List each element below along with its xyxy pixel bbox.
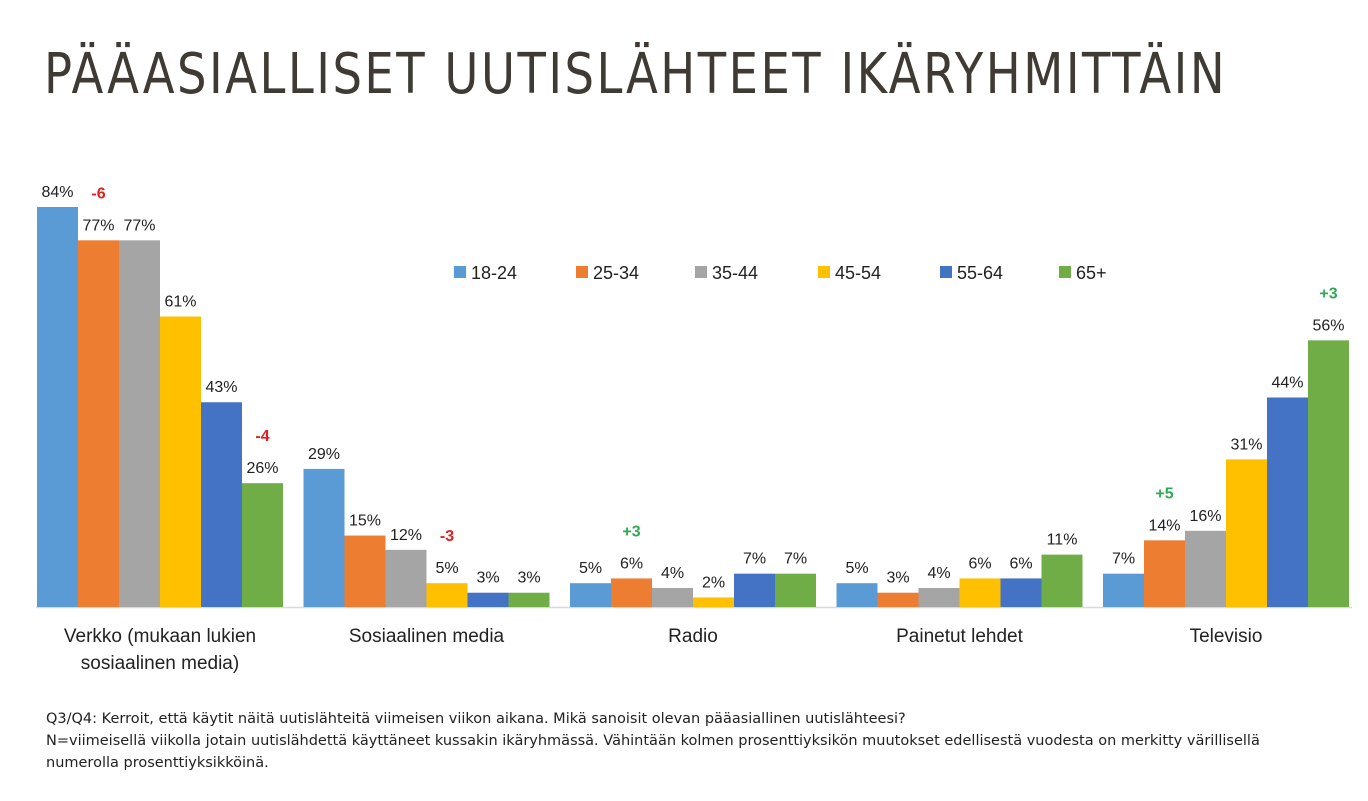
bar-65+-2 [775, 573, 816, 607]
data-label: 61% [164, 294, 196, 311]
data-label: 2% [702, 574, 725, 591]
bar-18-24-2 [570, 583, 611, 607]
data-label: 3% [517, 570, 540, 587]
bar-55-64-3 [1000, 578, 1042, 607]
footnote-base: N=viimeisellä viikolla jotain uutislähde… [46, 733, 1260, 749]
page-title: PÄÄASIALLISET UUTISLÄHTEET IKÄRYHMITTÄIN [44, 42, 1228, 107]
bar-35-44-0 [119, 240, 160, 608]
data-label: 84% [41, 184, 73, 201]
data-label: 14% [1148, 517, 1180, 534]
legend-label: 55-64 [957, 263, 1003, 283]
data-label: 4% [661, 565, 684, 582]
data-label: 6% [968, 555, 991, 572]
data-label: 6% [620, 555, 643, 572]
bar-45-54-3 [959, 578, 1001, 607]
legend-label: 18-24 [471, 263, 517, 283]
legend-label: 35-44 [712, 263, 758, 283]
change-annotation: -6 [91, 185, 105, 202]
legend-swatch-55-64 [940, 266, 952, 278]
data-label: 3% [476, 570, 499, 587]
change-annotation: -4 [255, 428, 269, 445]
legend-label: 45-54 [835, 263, 881, 283]
bar-65+-3 [1041, 554, 1083, 607]
bar-25-34-0 [78, 240, 119, 608]
data-label: 11% [1047, 532, 1078, 549]
bar-18-24-3 [836, 583, 878, 607]
bar-25-34-3 [877, 592, 919, 607]
data-label: 29% [308, 446, 340, 463]
bar-35-44-3 [918, 587, 960, 607]
bar-45-54-1 [426, 583, 468, 607]
bar-45-54-0 [160, 316, 201, 607]
category-label: Sosiaalinen media [349, 626, 505, 647]
bar-18-24-4 [1103, 573, 1144, 607]
data-label: 5% [435, 560, 458, 577]
data-label: 7% [1112, 551, 1135, 568]
bar-55-64-2 [734, 573, 775, 607]
bar-55-64-0 [201, 402, 242, 607]
data-label: 5% [579, 560, 602, 577]
bar-55-64-1 [467, 592, 509, 607]
bar-65+-4 [1308, 340, 1349, 607]
footnote: Q3/Q4: Kerroit, että käytit näitä uutisl… [46, 708, 1260, 774]
category-label: sosiaalinen media) [81, 653, 239, 674]
data-label: 15% [349, 513, 381, 530]
bar-45-54-4 [1226, 459, 1267, 607]
legend-swatch-35-44 [695, 266, 707, 278]
data-label: 77% [82, 217, 114, 234]
bar-25-34-4 [1144, 540, 1185, 607]
data-label: 44% [1271, 374, 1303, 391]
legend-swatch-45-54 [818, 266, 830, 278]
bar-55-64-4 [1267, 397, 1308, 607]
bar-65+-1 [508, 592, 550, 607]
data-label: 16% [1189, 508, 1221, 525]
data-label: 6% [1009, 555, 1032, 572]
legend-swatch-18-24 [454, 266, 466, 278]
footnote-question: Q3/Q4: Kerroit, että käytit näitä uutisl… [46, 711, 906, 727]
data-label: 3% [886, 570, 909, 587]
bar-45-54-2 [693, 597, 734, 607]
data-label: 77% [123, 217, 155, 234]
data-label: 12% [390, 527, 422, 544]
category-label: Televisio [1190, 626, 1263, 647]
category-label: Verkko (mukaan lukien [64, 626, 256, 647]
legend-swatch-25-34 [576, 266, 588, 278]
change-annotation: +3 [1319, 285, 1337, 302]
bar-18-24-1 [303, 468, 345, 607]
data-label: 56% [1312, 317, 1344, 334]
legend-label: 25-34 [593, 263, 639, 283]
bar-35-44-4 [1185, 530, 1226, 607]
data-label: 43% [205, 379, 237, 396]
data-label: 7% [743, 551, 766, 568]
change-annotation: -3 [440, 528, 454, 545]
bar-18-24-0 [37, 207, 78, 607]
category-label: Painetut lehdet [896, 626, 1023, 647]
bar-35-44-1 [385, 549, 427, 607]
bar-65+-0 [242, 483, 283, 607]
data-label: 5% [845, 560, 868, 577]
legend-label: 65+ [1076, 263, 1107, 283]
bar-25-34-2 [611, 578, 652, 607]
data-label: 31% [1230, 436, 1262, 453]
change-annotation: +3 [622, 523, 640, 540]
bar-35-44-2 [652, 587, 693, 607]
data-label: 26% [246, 460, 278, 477]
legend-swatch-65+ [1059, 266, 1071, 278]
data-label: 7% [784, 551, 807, 568]
bar-25-34-1 [344, 535, 386, 607]
data-label: 4% [927, 565, 950, 582]
change-annotation: +5 [1155, 485, 1173, 502]
category-label: Radio [668, 626, 718, 647]
footnote-base-continued: numerolla prosenttiyksikköinä. [46, 755, 269, 771]
